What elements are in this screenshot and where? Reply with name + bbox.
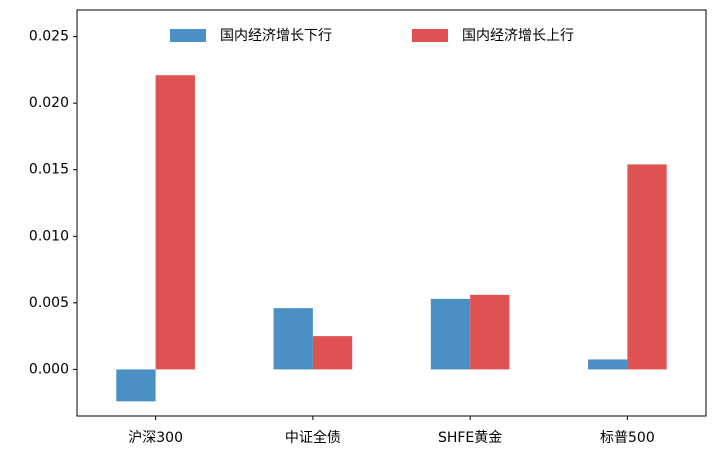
legend-label: 国内经济增长下行 — [220, 28, 332, 44]
bar — [627, 164, 667, 370]
bar — [155, 75, 195, 370]
x-tick-label: 标普500 — [600, 430, 655, 446]
plot-frame — [76, 9, 707, 417]
x-tick-label: 中证全债 — [285, 429, 341, 446]
bar — [588, 359, 628, 370]
bar — [430, 298, 471, 370]
bar — [116, 369, 156, 402]
legend-swatch — [170, 29, 206, 42]
y-tick-label: 0.025 — [29, 29, 69, 45]
bar — [273, 308, 313, 370]
y-tick-label: 0.010 — [29, 228, 69, 244]
y-tick-label: 0.005 — [29, 295, 69, 311]
bar — [312, 336, 353, 370]
y-tick-label: 0.000 — [29, 361, 69, 377]
bar — [470, 294, 510, 370]
y-tick-label: 0.020 — [29, 95, 69, 111]
legend-label: 国内经济增长上行 — [462, 28, 574, 44]
x-tick-label: SHFE黄金 — [438, 429, 502, 446]
y-tick-label: 0.015 — [29, 162, 69, 178]
x-tick-label: 沪深300 — [128, 430, 183, 446]
legend-swatch — [412, 29, 448, 42]
